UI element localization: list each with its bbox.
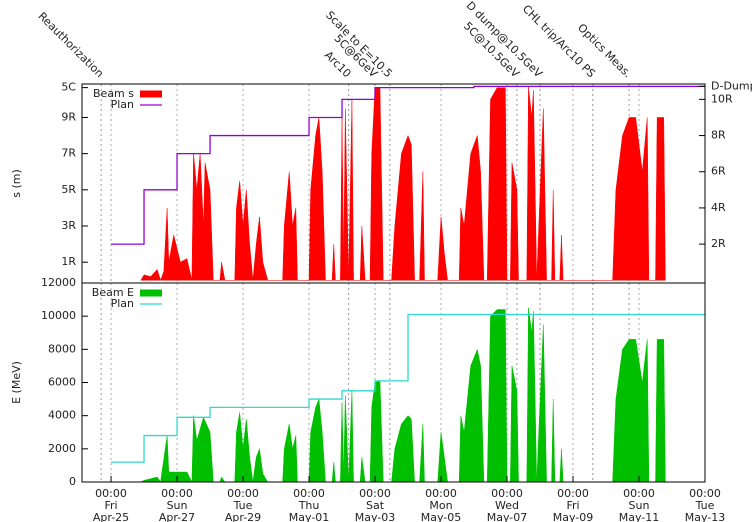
legend-swatch [140, 90, 162, 98]
x-tick-label: 00:00 [623, 487, 655, 500]
x-tick-label: May-13 [685, 511, 726, 522]
x-tick-label: Wed [495, 499, 519, 512]
y-tick-label: 12000 [41, 276, 76, 289]
x-tick-label: 00:00 [425, 487, 457, 500]
x-tick-label: Thu [298, 499, 320, 512]
y-tick-label: 5R [61, 183, 76, 196]
x-tick-label: 00:00 [95, 487, 127, 500]
x-tick-label: Sat [366, 499, 385, 512]
area [140, 86, 666, 282]
legend-label: Plan [111, 98, 134, 111]
x-tick-label: May-09 [553, 511, 594, 522]
legend-swatch [140, 289, 162, 297]
y-tick-label: 9R [61, 110, 76, 123]
x-tick-label: 00:00 [491, 487, 523, 500]
x-tick-label: 00:00 [359, 487, 391, 500]
y2-tick-label: 6R [711, 165, 726, 178]
y-tick-label: 5C [61, 81, 76, 94]
legend-label: Plan [111, 297, 134, 310]
x-tick-label: 00:00 [689, 487, 721, 500]
x-tick-label: May-07 [487, 511, 528, 522]
x-tick-label: Fri [104, 499, 117, 512]
legend-label: Beam E [92, 286, 134, 299]
y-axis-label: s (m) [10, 169, 23, 198]
y-tick-label: 0 [69, 475, 76, 488]
y-tick-label: 2000 [48, 442, 76, 455]
x-tick-label: Apr-29 [225, 511, 261, 522]
x-tick-label: Tue [233, 499, 253, 512]
x-tick-label: 00:00 [161, 487, 193, 500]
y-tick-label: 6000 [48, 376, 76, 389]
y-axis-label: E (MeV) [10, 361, 23, 404]
x-tick-label: May-03 [355, 511, 396, 522]
line [111, 313, 705, 463]
y2-tick-label: 10R [711, 92, 733, 105]
x-tick-label: May-05 [421, 511, 462, 522]
y2-tick-label: 8R [711, 129, 726, 142]
x-tick-label: May-11 [619, 511, 660, 522]
y-tick-label: 4000 [48, 409, 76, 422]
y-tick-label: 8000 [48, 342, 76, 355]
y2-tick-label: D-Dump [711, 79, 752, 92]
y-tick-label: 3R [61, 219, 76, 232]
x-tick-label: Mon [429, 499, 452, 512]
x-tick-label: 00:00 [227, 487, 259, 500]
y-tick-label: 10000 [41, 309, 76, 322]
x-tick-label: Sun [167, 499, 188, 512]
x-tick-label: Apr-25 [93, 511, 129, 522]
y-tick-label: 1R [61, 255, 76, 268]
x-tick-label: Sun [629, 499, 650, 512]
x-tick-label: 00:00 [557, 487, 589, 500]
x-tick-label: 00:00 [293, 487, 325, 500]
x-tick-label: May-01 [289, 511, 330, 522]
x-tick-label: Tue [695, 499, 715, 512]
legend-label: Beam s [93, 87, 134, 100]
y-tick-label: 7R [61, 147, 76, 160]
y2-tick-label: 4R [711, 201, 726, 214]
line [111, 85, 705, 245]
x-tick-label: Apr-27 [159, 511, 195, 522]
y2-tick-label: 2R [711, 237, 726, 250]
x-tick-label: Fri [566, 499, 579, 512]
